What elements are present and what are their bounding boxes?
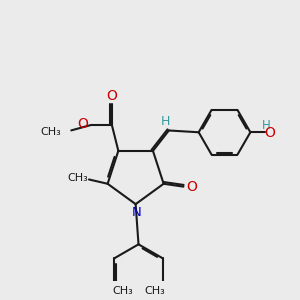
Text: H: H — [160, 115, 170, 128]
Text: CH₃: CH₃ — [40, 127, 61, 137]
Text: O: O — [265, 126, 276, 140]
Text: O: O — [78, 117, 88, 131]
Text: CH₃: CH₃ — [112, 286, 133, 296]
Text: H: H — [262, 119, 271, 132]
Text: N: N — [131, 206, 141, 218]
Text: CH₃: CH₃ — [68, 173, 88, 183]
Text: O: O — [106, 89, 117, 103]
Text: CH₃: CH₃ — [144, 286, 165, 296]
Text: O: O — [186, 180, 197, 194]
